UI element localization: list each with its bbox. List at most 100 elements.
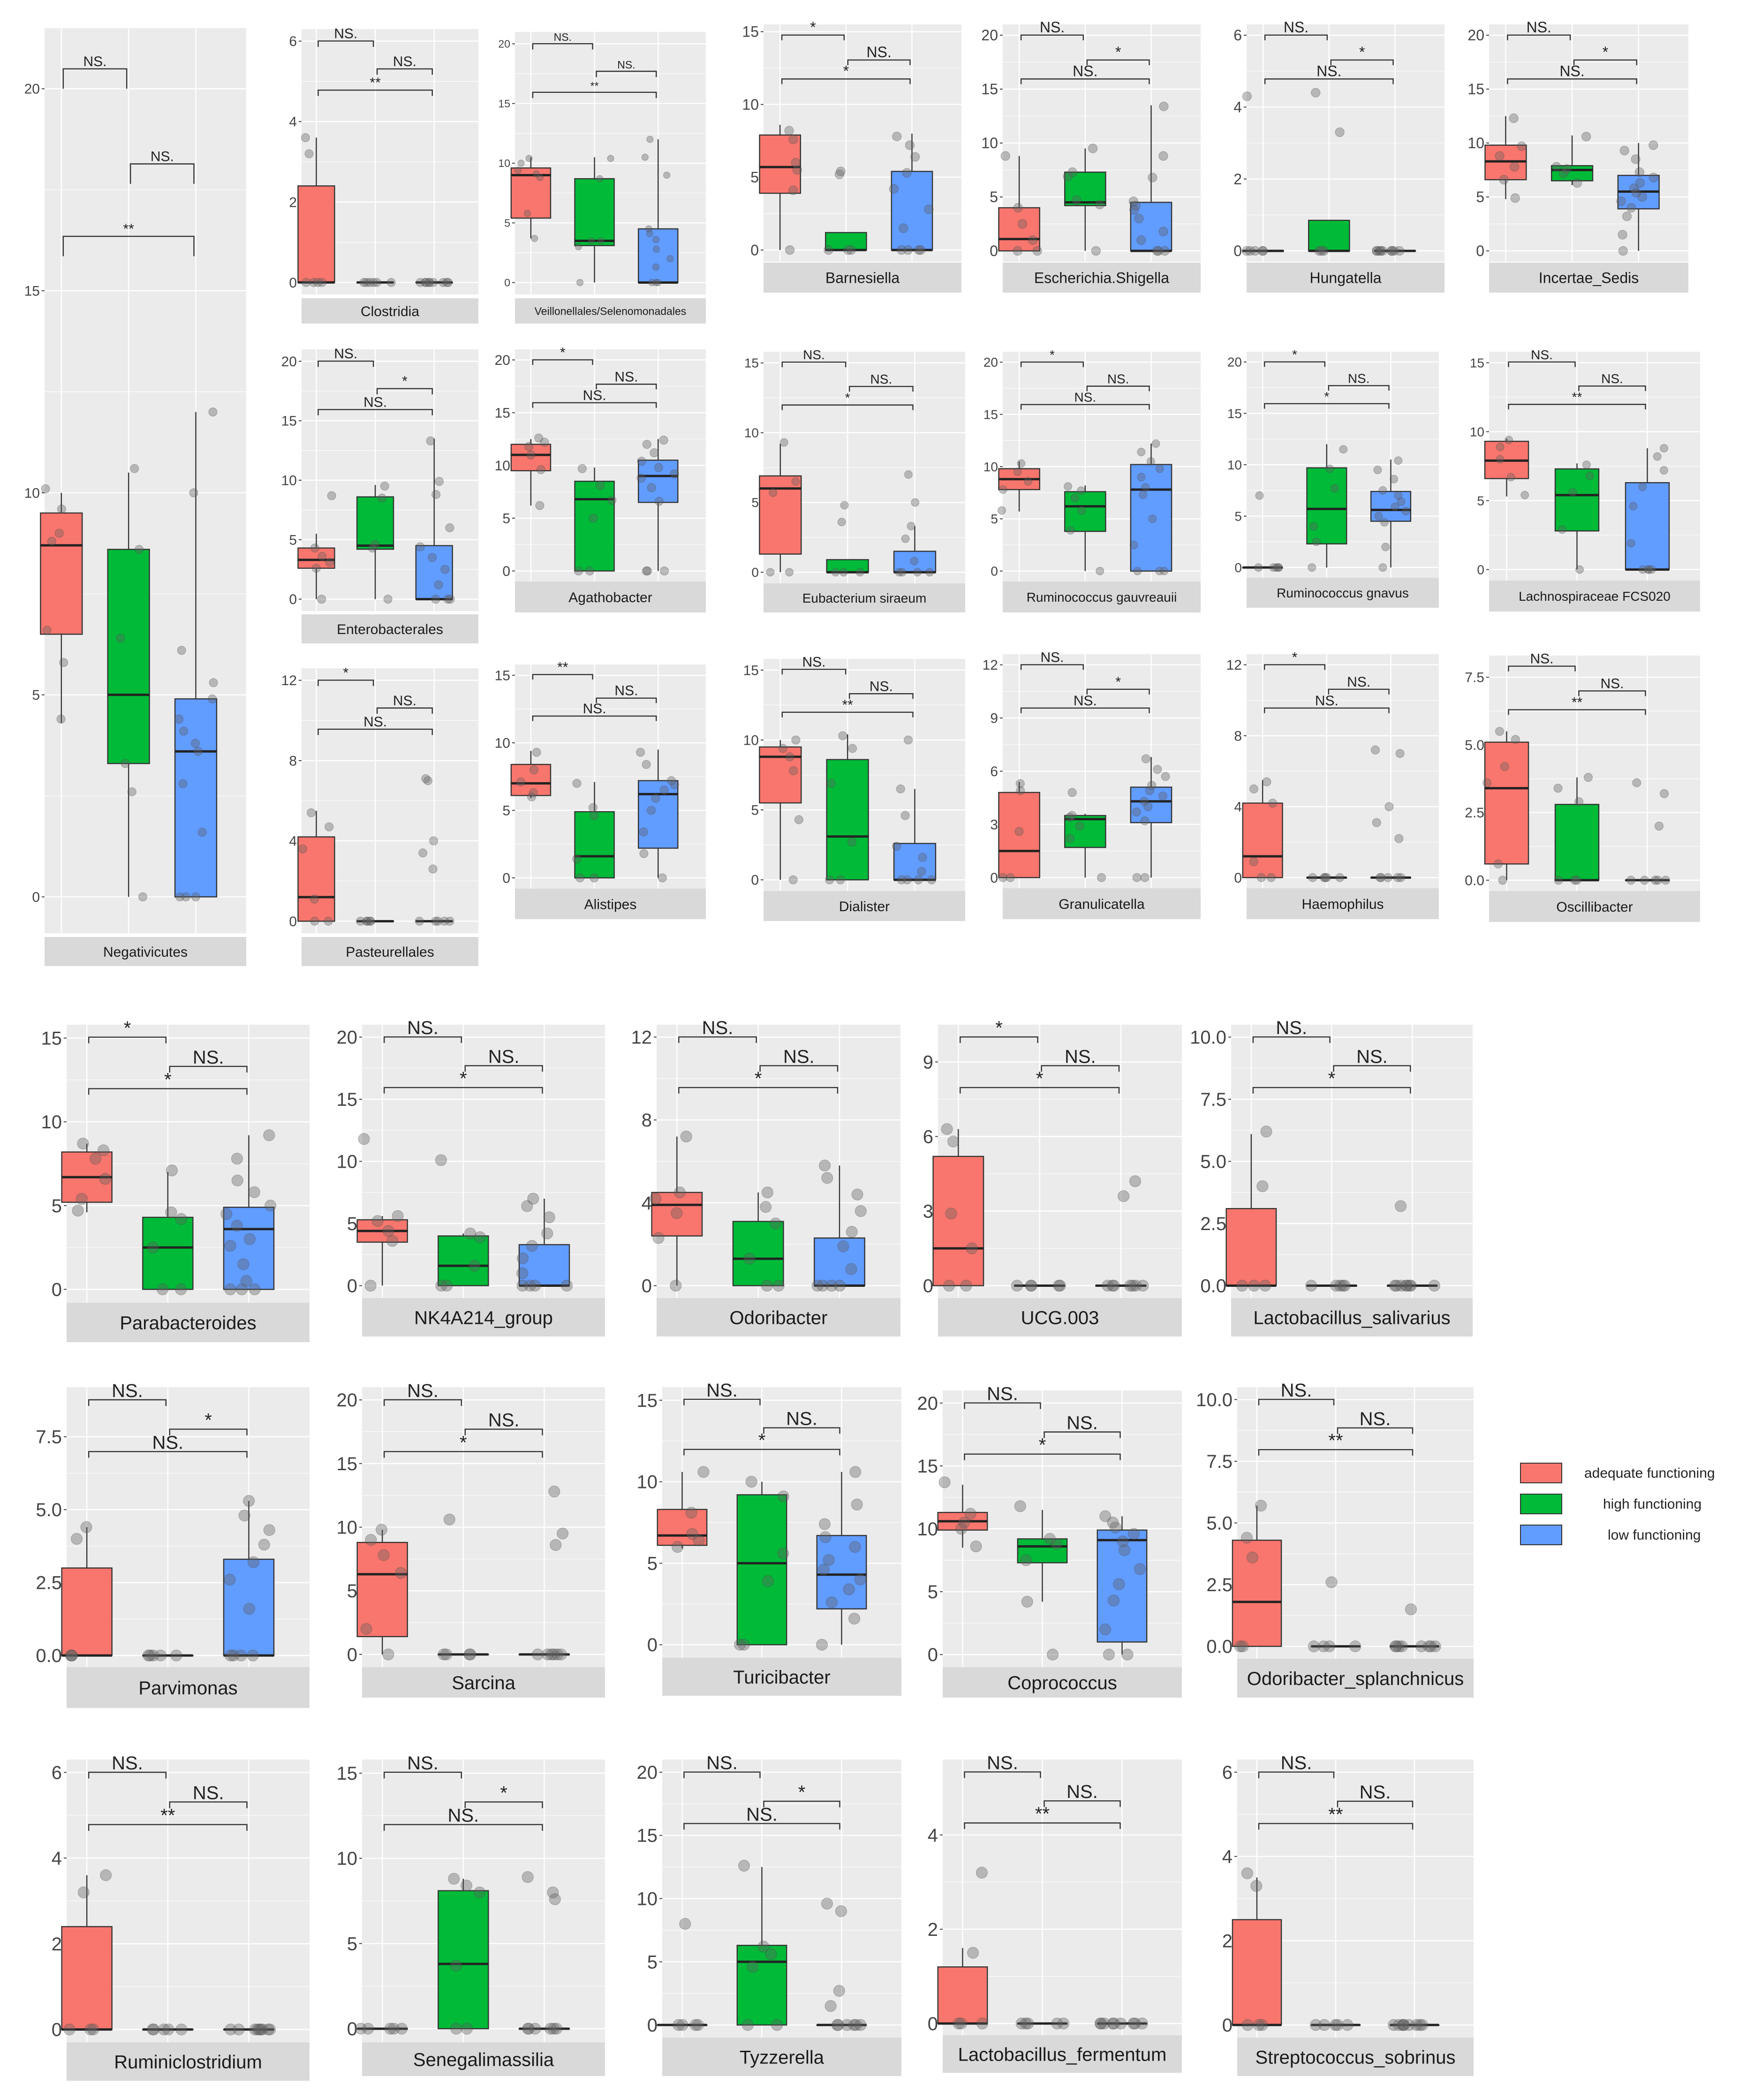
data-point [540, 438, 549, 447]
data-point [1141, 483, 1150, 492]
facet-strip [1247, 888, 1439, 919]
bracket-line [596, 384, 657, 390]
y-tick-label: 10 [41, 1112, 62, 1133]
data-point [1268, 799, 1278, 808]
box-body [1554, 468, 1600, 532]
box-body [1064, 491, 1106, 532]
significance-label: NS. [870, 679, 893, 694]
data-point [1372, 818, 1381, 827]
data-point [673, 2019, 685, 2031]
y-tick-label: 0 [52, 2020, 62, 2040]
box-2 [438, 1513, 489, 1661]
box-3 [1616, 140, 1660, 256]
significance-label: NS. [1601, 371, 1623, 386]
significance-bracket: NS. [88, 1432, 248, 1458]
data-point [382, 1648, 394, 1661]
y-tick-label: 20 [637, 1762, 658, 1783]
data-point [835, 1905, 847, 1917]
data-point [1388, 2019, 1400, 2031]
data-point [418, 848, 428, 858]
data-point [1562, 164, 1572, 174]
significance-bracket: NS. [1508, 347, 1576, 367]
facet-strip [1489, 263, 1688, 293]
significance-label: NS. [702, 1018, 734, 1038]
data-point [415, 916, 424, 926]
significance-bracket: * [683, 1430, 840, 1456]
data-point [121, 759, 130, 768]
facet-strip [67, 1303, 310, 1342]
bracket-line [1041, 1065, 1120, 1072]
data-point [1496, 455, 1505, 464]
facet-title: Dialister [839, 899, 890, 914]
data-point [1389, 1280, 1401, 1292]
y-tick-label: 15 [24, 284, 40, 299]
y-tick-label: 0 [502, 870, 510, 886]
data-point [589, 514, 598, 523]
box-3 [1370, 745, 1412, 882]
bracket-line [1508, 361, 1576, 367]
data-point [1391, 1280, 1403, 1292]
bracket-line [318, 89, 433, 96]
significance-bracket: * [1020, 347, 1084, 367]
significance-bracket: NS. [781, 347, 847, 368]
data-point [324, 916, 333, 926]
data-point [1256, 2019, 1268, 2031]
significance-label: NS. [1066, 1413, 1098, 1434]
y-tick-label: 5 [347, 1581, 357, 1601]
data-point [1058, 2017, 1070, 2030]
data-point [235, 1649, 247, 1662]
data-point [555, 1648, 567, 1661]
significance-bracket: * [1263, 347, 1326, 367]
data-point [547, 1886, 559, 1898]
data-point [788, 185, 798, 195]
box-2 [435, 1154, 489, 1292]
data-point [362, 916, 371, 926]
data-point [1311, 88, 1321, 98]
data-point [537, 174, 544, 181]
bracket-line [1020, 664, 1084, 670]
box-2 [1306, 873, 1347, 882]
data-point [792, 165, 802, 175]
panel-24: 0.0 2.5 5.0 7.5 10.0 NS. NS. * Lactobacillus_sal… [1190, 1018, 1473, 1337]
facet-strip [1489, 891, 1700, 922]
data-point [440, 916, 449, 926]
box-3 [892, 735, 937, 884]
significance-label: ** [1572, 695, 1583, 710]
significance-bracket: * [318, 665, 374, 686]
bracket-line [532, 91, 657, 98]
significance-label: * [1328, 1068, 1336, 1089]
panel-34: 0 2 4 6 NS. NS. ** Streptococcus_sobrinus [1222, 1753, 1474, 2076]
y-tick-label: 2.5 [1206, 1575, 1233, 1595]
data-point [910, 152, 920, 162]
data-point [1088, 144, 1098, 153]
facet-title: Odoribacter_splanchnicus [1247, 1669, 1464, 1689]
data-point [941, 1123, 953, 1135]
data-point [1256, 1180, 1269, 1192]
data-point [1572, 178, 1582, 188]
significance-label: NS. [746, 1804, 778, 1825]
bracket-line [1328, 385, 1390, 391]
data-point [654, 497, 664, 506]
data-point [1147, 781, 1157, 790]
data-point [837, 518, 846, 526]
box-3 [516, 1193, 573, 1292]
significance-label: ** [1572, 390, 1582, 404]
y-tick-label: 0 [347, 1276, 357, 1297]
y-tick-label: 5 [347, 1214, 357, 1234]
y-tick-label: 5 [1476, 189, 1484, 205]
data-point [1644, 565, 1653, 574]
data-point [529, 765, 538, 775]
data-point [1322, 873, 1331, 882]
data-point [846, 245, 856, 255]
data-point [1429, 1640, 1441, 1653]
y-tick-label: 0.0 [36, 1646, 62, 1666]
significance-bracket: NS. [318, 714, 433, 735]
panel-22: 0 4 8 12 NS. NS. * Odoribacter [631, 1018, 900, 1337]
box-body [1064, 171, 1106, 206]
significance-label: NS. [870, 372, 892, 386]
data-point [440, 565, 450, 574]
data-point [1249, 784, 1259, 793]
significance-bracket: NS. [129, 149, 195, 184]
bracket-line [678, 1087, 839, 1094]
data-point [1108, 1594, 1120, 1607]
